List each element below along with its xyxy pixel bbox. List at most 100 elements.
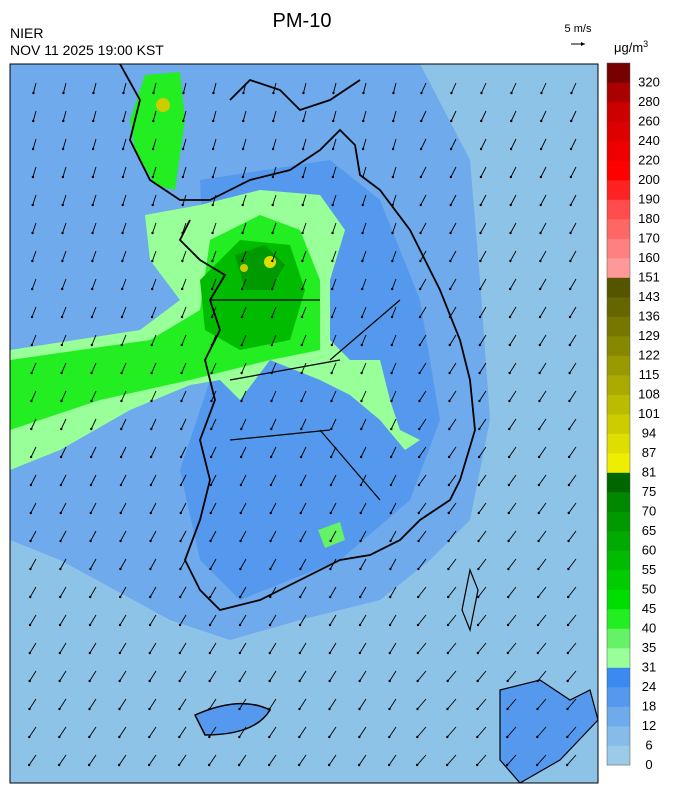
wind-arrow-head bbox=[300, 427, 303, 431]
wind-arrow-head bbox=[29, 511, 32, 515]
wind-arrow-head bbox=[31, 231, 34, 235]
wind-arrow-head bbox=[209, 567, 212, 571]
legend-label: 94 bbox=[642, 426, 656, 441]
wind-arrow-head bbox=[149, 567, 152, 571]
wind-arrow bbox=[538, 502, 547, 514]
wind-arrow bbox=[478, 530, 487, 542]
wind-arrow-head bbox=[419, 259, 422, 263]
wind-arrow bbox=[328, 726, 337, 738]
wind-arrow bbox=[389, 614, 397, 626]
wind-arrow-head bbox=[299, 539, 302, 543]
wind-arrow-head bbox=[358, 679, 361, 683]
wind-arrow-head bbox=[570, 119, 573, 123]
wind-arrow-head bbox=[329, 539, 332, 543]
wind-arrow-head bbox=[510, 91, 513, 95]
wind-arrow bbox=[121, 334, 127, 346]
wind-arrow bbox=[392, 194, 397, 206]
wind-arrow-head bbox=[122, 119, 125, 123]
wind-arrow bbox=[59, 614, 67, 626]
legend-label: 260 bbox=[638, 114, 660, 129]
wind-arrow bbox=[568, 474, 577, 486]
wind-arrow bbox=[417, 698, 427, 710]
wind-arrow-head bbox=[389, 539, 392, 543]
wind-arrow-head bbox=[208, 735, 211, 739]
wind-arrow-head bbox=[302, 91, 305, 95]
wind-arrow-head bbox=[61, 203, 64, 207]
wind-arrow-head bbox=[90, 343, 94, 347]
wind-arrow bbox=[359, 670, 367, 682]
wind-arrow bbox=[510, 222, 517, 234]
legend-label: 136 bbox=[638, 309, 660, 324]
wind-arrow bbox=[363, 82, 367, 94]
wind-arrow bbox=[540, 194, 547, 206]
wind-arrow-head bbox=[28, 623, 32, 627]
wind-arrow bbox=[299, 642, 307, 654]
wind-arrow-head bbox=[267, 763, 271, 767]
wind-arrow-head bbox=[120, 287, 124, 291]
wind-arrow-head bbox=[332, 119, 335, 123]
legend-swatch bbox=[607, 472, 630, 493]
wind-arrow bbox=[181, 250, 187, 262]
wind-arrow-head bbox=[567, 455, 571, 459]
wind-arrow bbox=[567, 586, 577, 598]
legend-swatch bbox=[607, 199, 630, 220]
wind-arrow bbox=[449, 362, 457, 374]
wind-arrow bbox=[92, 110, 97, 122]
wind-arrow-head bbox=[329, 511, 332, 515]
wind-arrow-head bbox=[58, 651, 62, 655]
legend-label: 115 bbox=[639, 367, 660, 382]
wind-arrow bbox=[152, 110, 157, 122]
wind-arrow-head bbox=[507, 455, 511, 459]
wind-arrow-head bbox=[118, 623, 122, 627]
wind-arrow bbox=[538, 446, 547, 458]
wind-arrow-head bbox=[299, 483, 303, 487]
wind-arrow bbox=[300, 446, 307, 458]
wind-arrow bbox=[209, 642, 217, 654]
wind-arrow-head bbox=[476, 707, 479, 711]
wind-arrow bbox=[507, 614, 517, 626]
wind-arrow bbox=[122, 194, 127, 206]
wind-arrow-head bbox=[331, 175, 335, 179]
wind-arrow bbox=[481, 82, 487, 94]
wind-arrow bbox=[418, 502, 427, 514]
wind-arrow-head bbox=[241, 175, 245, 179]
wind-arrow bbox=[479, 390, 487, 402]
wind-arrow bbox=[508, 418, 517, 430]
wind-arrow bbox=[361, 306, 367, 318]
wind-arrow bbox=[418, 474, 427, 486]
legend-swatch bbox=[607, 414, 630, 434]
wind-arrow-head bbox=[29, 539, 32, 543]
wind-arrow bbox=[416, 754, 427, 766]
wind-arrow bbox=[451, 82, 457, 94]
wind-arrow-head bbox=[331, 147, 335, 151]
wind-arrow-head bbox=[179, 511, 182, 515]
wind-arrow-head bbox=[540, 119, 543, 123]
wind-arrow bbox=[392, 222, 397, 234]
wind-arrow bbox=[448, 530, 457, 542]
wind-scale-head bbox=[581, 42, 585, 46]
wind-arrow bbox=[272, 166, 277, 178]
wind-arrow-head bbox=[180, 371, 183, 375]
wind-arrow bbox=[182, 194, 187, 206]
wind-arrow bbox=[389, 670, 397, 682]
wind-arrow bbox=[541, 82, 547, 94]
wind-arrow-head bbox=[509, 231, 512, 235]
wind-arrow-head bbox=[121, 231, 124, 235]
wind-arrow-head bbox=[58, 679, 61, 683]
wind-arrow bbox=[300, 418, 307, 430]
legend-swatch bbox=[607, 628, 630, 649]
wind-arrow bbox=[299, 586, 307, 598]
wind-arrow-head bbox=[60, 315, 64, 319]
unit-exponent: 3 bbox=[643, 39, 648, 49]
wind-arrow bbox=[301, 362, 307, 374]
wind-arrow-head bbox=[120, 315, 124, 319]
wind-arrow-head bbox=[328, 735, 331, 739]
wind-arrow-head bbox=[568, 427, 571, 431]
wind-arrow bbox=[448, 474, 457, 486]
wind-arrow bbox=[150, 446, 157, 458]
wind-arrow-head bbox=[537, 455, 541, 459]
wind-arrow bbox=[239, 586, 247, 598]
wind-arrow-head bbox=[30, 343, 34, 347]
legend-swatch bbox=[607, 258, 630, 278]
wind-arrow bbox=[392, 166, 397, 178]
